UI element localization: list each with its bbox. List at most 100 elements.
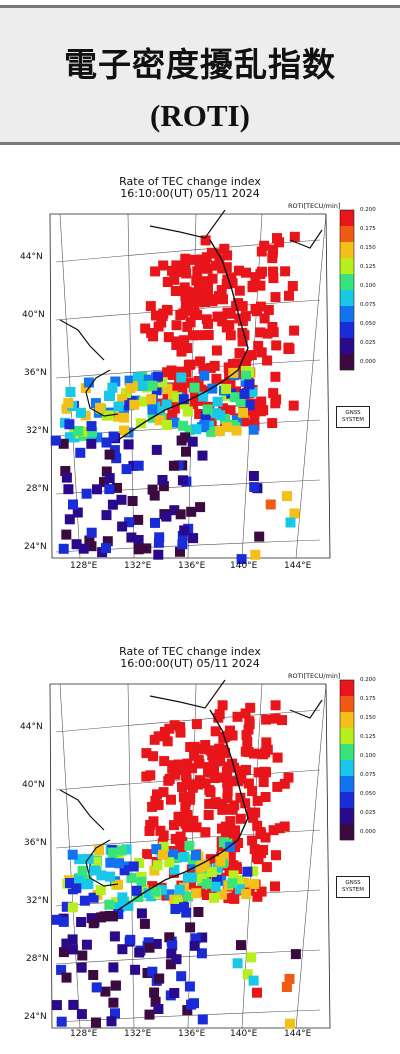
roti-data-cell	[153, 321, 164, 332]
colorbar-tick: 0.025	[360, 340, 376, 346]
roti-data-cell	[189, 998, 199, 1009]
roti-data-cell	[150, 517, 160, 528]
roti-data-cell	[142, 849, 153, 860]
roti-data-cell	[259, 240, 270, 251]
roti-data-cell	[285, 1018, 295, 1029]
lon-label: 140°E	[230, 1029, 258, 1039]
roti-data-cell	[248, 866, 259, 877]
roti-data-cell	[170, 833, 181, 844]
roti-data-cell	[95, 402, 105, 413]
roti-data-cell	[178, 394, 189, 405]
roti-data-cell	[162, 367, 173, 378]
roti-data-cell	[189, 940, 200, 951]
roti-data-cell	[191, 719, 202, 730]
roti-data-cell	[210, 881, 221, 892]
roti-data-cell	[167, 409, 178, 420]
coastline-mainland	[59, 319, 105, 361]
colorbar-segment	[340, 744, 354, 749]
roti-data-cell	[166, 794, 176, 805]
roti-data-cell	[95, 885, 106, 896]
roti-data-cell	[176, 971, 187, 982]
roti-data-cell	[147, 966, 158, 977]
roti-data-cell	[136, 908, 147, 919]
roti-data-cell	[185, 742, 196, 752]
roti-data-cell	[252, 891, 263, 902]
roti-data-cell	[154, 415, 165, 426]
roti-data-cell	[76, 917, 87, 927]
roti-data-cell	[61, 938, 72, 949]
roti-data-cell	[187, 436, 198, 447]
colorbar	[339, 209, 355, 371]
roti-data-cell	[180, 261, 191, 272]
roti-data-cell	[75, 447, 86, 458]
roti-data-cell	[267, 247, 278, 258]
roti-data-cell	[63, 484, 74, 495]
colorbar-segment	[340, 226, 354, 231]
coastline-korea	[85, 369, 119, 417]
roti-data-cell	[200, 740, 211, 750]
roti-data-cell	[149, 865, 160, 876]
roti-data-cell	[80, 426, 90, 437]
roti-data-cell	[77, 950, 88, 961]
roti-data-cell	[191, 888, 202, 899]
roti-data-cell	[167, 940, 178, 951]
roti-data-cell	[125, 934, 136, 945]
roti-data-cell	[171, 954, 182, 965]
roti-data-cell	[188, 872, 199, 883]
colorbar-tick: 0.075	[360, 302, 376, 308]
roti-data-cell	[175, 841, 186, 852]
roti-data-cell	[164, 889, 175, 900]
roti-data-cell	[267, 322, 278, 332]
roti-data-cell	[242, 351, 253, 362]
colorbar-tick: 0.025	[360, 810, 376, 816]
roti-data-cell	[185, 359, 196, 370]
colorbar-segment	[340, 680, 354, 685]
roti-data-cell	[74, 873, 84, 884]
roti-data-cell	[203, 762, 214, 773]
roti-data-cell	[268, 273, 279, 284]
roti-data-cell	[252, 795, 263, 806]
roti-data-cell	[212, 751, 223, 762]
roti-data-cell	[222, 250, 233, 261]
roti-data-cell	[119, 865, 130, 876]
roti-data-cell	[111, 897, 122, 908]
colorbar-segment	[340, 258, 354, 263]
roti-data-cell	[261, 714, 272, 725]
roti-data-cell	[136, 876, 147, 887]
roti-data-cell	[222, 786, 233, 797]
colorbar-segment	[340, 346, 354, 351]
colorbar-tick: 0.000	[360, 359, 376, 365]
roti-data-cell	[165, 959, 176, 970]
map-timestamp: 16:00:00(UT) 05/11 2024	[120, 657, 260, 670]
coastline-russia	[149, 679, 226, 709]
roti-data-cell	[195, 502, 206, 513]
lat-label: 36°N	[24, 368, 47, 378]
roti-map-panel-2: Rate of TEC change index 16:00:00(UT) 05…	[0, 640, 400, 1040]
roti-map-panel-1: Rate of TEC change index 16:10:00(UT) 05…	[0, 170, 400, 572]
latitude-gridline	[55, 709, 321, 733]
colorbar-segment	[340, 788, 354, 793]
roti-data-cell	[259, 766, 270, 777]
lat-label: 28°N	[26, 954, 49, 964]
roti-data-cell	[152, 860, 163, 871]
roti-data-cell	[217, 798, 228, 809]
roti-data-cell	[214, 255, 225, 266]
roti-data-cell	[197, 1014, 208, 1025]
roti-data-cell	[194, 297, 205, 308]
roti-data-cell	[113, 401, 124, 412]
roti-data-cell	[117, 521, 128, 532]
roti-data-cell	[158, 841, 169, 852]
roti-data-cell	[223, 824, 234, 835]
roti-data-cell	[76, 962, 87, 973]
roti-data-cell	[67, 944, 78, 955]
roti-data-cell	[232, 711, 243, 722]
roti-data-cell	[246, 807, 257, 818]
colorbar-segment	[340, 688, 354, 693]
roti-data-cell	[56, 964, 67, 975]
roti-data-cell	[203, 810, 214, 820]
roti-data-cell	[179, 525, 190, 536]
colorbar-segment	[340, 768, 354, 773]
gnss-system-badge: GNSS SYSTEM	[336, 876, 370, 898]
colorbar-segment	[340, 338, 354, 343]
colorbar-segment	[340, 262, 354, 267]
